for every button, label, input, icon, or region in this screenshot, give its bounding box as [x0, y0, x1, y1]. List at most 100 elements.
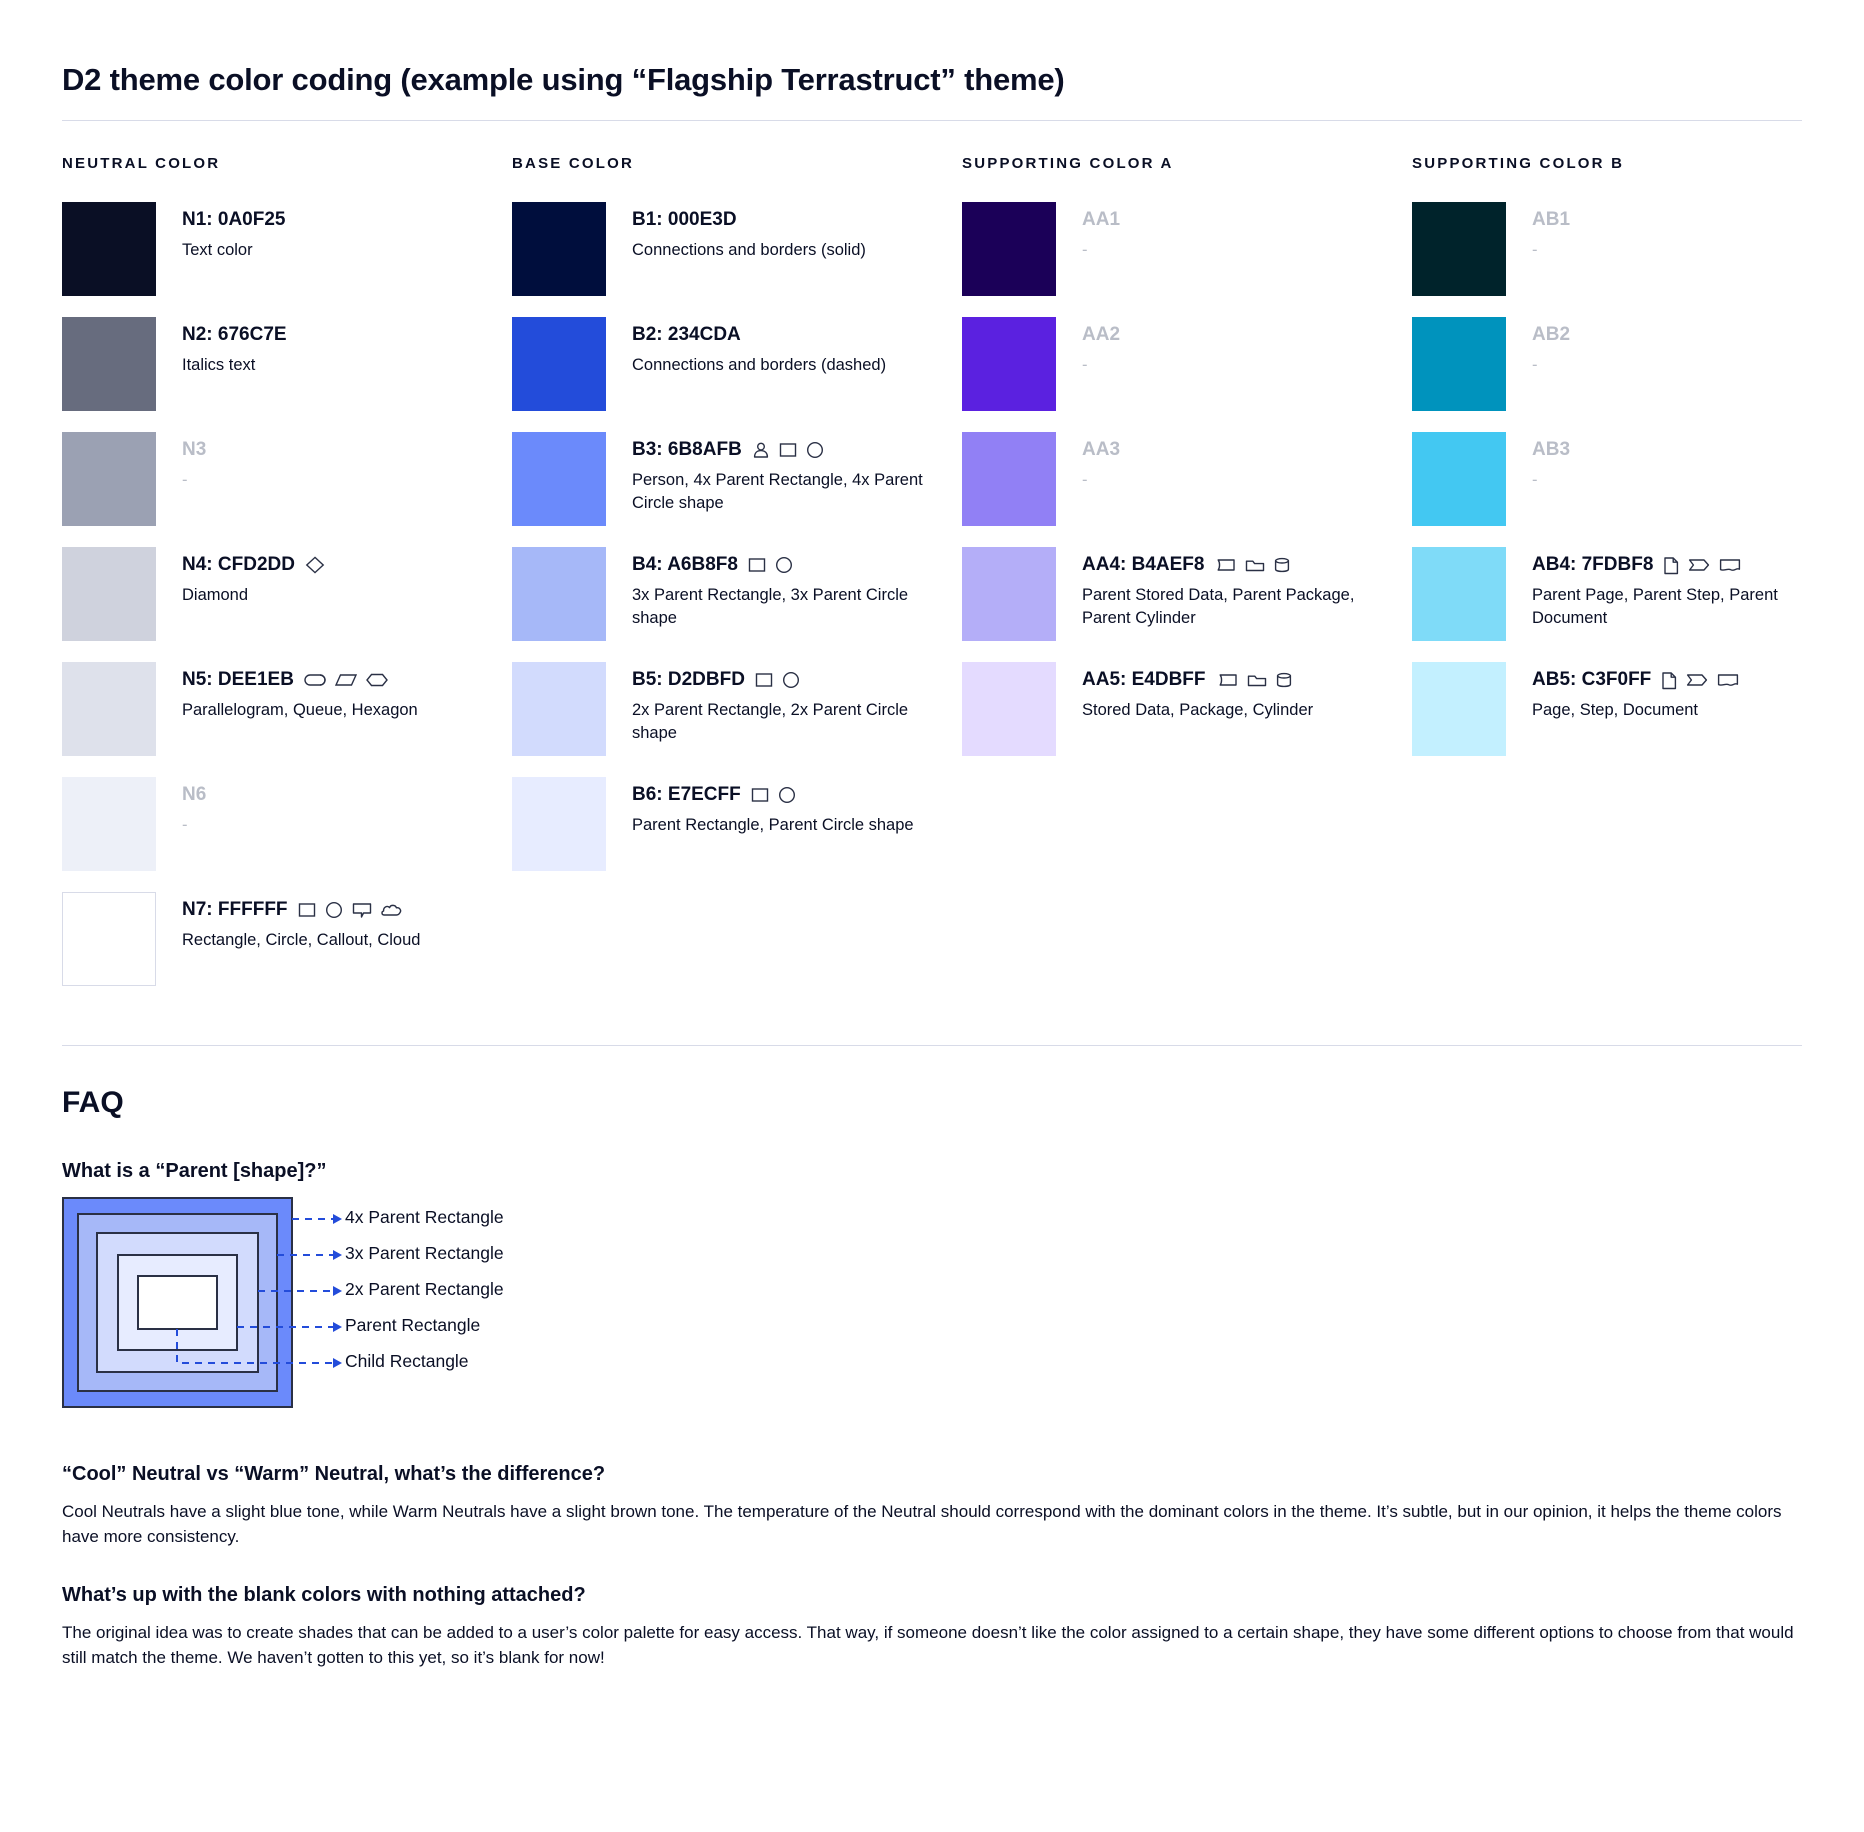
- color-swatch-body: AA3 -: [1082, 432, 1120, 492]
- circle-icon: [781, 670, 801, 690]
- color-swatch-row: B6: E7ECFF Parent Rectangle, Parent Circl…: [512, 777, 962, 877]
- color-swatch-description: -: [1082, 471, 1088, 489]
- color-swatch-title-line: AA1: [1082, 208, 1120, 232]
- color-swatch-chip[interactable]: [1412, 432, 1506, 526]
- shape-icon-group: [1213, 555, 1291, 575]
- rectangle-icon: [747, 555, 767, 575]
- color-swatch-chip[interactable]: [62, 777, 156, 871]
- color-swatch-description: -: [1082, 356, 1088, 374]
- color-swatch-chip[interactable]: [512, 317, 606, 411]
- color-swatch-chip[interactable]: [512, 432, 606, 526]
- color-swatch-label: B6: E7ECFF: [632, 784, 741, 805]
- color-swatch-label: N1: 0A0F25: [182, 209, 286, 230]
- color-swatch-chip[interactable]: [1412, 547, 1506, 641]
- color-swatch-body: AB1 -: [1532, 202, 1570, 262]
- cylinder-icon: [1275, 670, 1293, 690]
- color-swatch-title-line: AA2: [1082, 323, 1120, 347]
- step-icon: [1687, 555, 1711, 575]
- color-swatch-row: B4: A6B8F8 3x Parent Rectangle, 3x Parent…: [512, 547, 962, 647]
- color-swatch-body: AB4: 7FDBF8 Parent Page, Parent Step, Par…: [1532, 547, 1827, 631]
- color-swatch-chip[interactable]: [62, 317, 156, 411]
- color-swatch-row: AB5: C3F0FF Page, Step, Document: [1412, 662, 1862, 762]
- page-icon: [1660, 670, 1678, 691]
- color-swatch-title-line: N7: FFFFFF: [182, 898, 420, 922]
- shape-icon-group: [1660, 670, 1740, 691]
- color-swatch-chip[interactable]: [512, 777, 606, 871]
- color-swatch-chip[interactable]: [62, 892, 156, 986]
- color-swatch-chip[interactable]: [62, 662, 156, 756]
- color-columns: NEUTRAL COLOR N1: 0A0F25 Text color N2: 676…: [62, 155, 1802, 1007]
- color-swatch-title-line: N3: [182, 438, 206, 462]
- color-swatch-label: N4: CFD2DD: [182, 554, 295, 575]
- nested-rectangles-svg: [62, 1197, 342, 1408]
- shape-icon-group: [751, 440, 825, 460]
- color-swatch-chip[interactable]: [962, 662, 1056, 756]
- page-icon: [1662, 555, 1680, 576]
- color-column-heading: NEUTRAL COLOR: [62, 155, 221, 172]
- page-title: D2 theme color coding (example using “Fl…: [62, 62, 1065, 97]
- rectangle-icon: [750, 785, 770, 805]
- color-swatch-description: Parent Stored Data, Parent Package, Pare…: [1082, 586, 1355, 628]
- color-swatch-chip[interactable]: [512, 547, 606, 641]
- color-swatch-chip[interactable]: [62, 547, 156, 641]
- circle-icon: [324, 900, 344, 920]
- color-swatch-row: N5: DEE1EB Parallelogram, Queue, Hexagon: [62, 662, 512, 762]
- shape-icon-group: [304, 555, 326, 575]
- diagram-label-0: 4x Parent Rectangle: [345, 1207, 504, 1227]
- circle-icon: [805, 440, 825, 460]
- color-swatch-title-line: B5: D2DBFD: [632, 668, 927, 692]
- color-swatch-chip[interactable]: [962, 317, 1056, 411]
- diagram-label-2: 2x Parent Rectangle: [345, 1279, 504, 1299]
- color-swatch-label: N6: [182, 784, 207, 805]
- cloud-icon: [380, 900, 404, 920]
- color-swatch-title-line: AB3: [1532, 438, 1570, 462]
- color-swatch-description: Parent Page, Parent Step, Parent Documen…: [1532, 586, 1778, 628]
- color-swatch-label: AA1: [1082, 209, 1121, 230]
- page-root: D2 theme color coding (example using “Fl…: [62, 62, 1802, 1667]
- color-swatch-row: AB3 -: [1412, 432, 1862, 532]
- color-swatch-chip[interactable]: [1412, 662, 1506, 756]
- color-swatch-title-line: AA5: E4DBFF: [1082, 668, 1313, 692]
- color-swatch-description: -: [182, 471, 188, 489]
- color-swatch-title-line: B1: 000E3D: [632, 208, 866, 232]
- faq-question-blank-colors: What’s up with the blank colors with not…: [62, 1583, 586, 1606]
- color-swatch-chip[interactable]: [962, 432, 1056, 526]
- color-swatch-chip[interactable]: [1412, 317, 1506, 411]
- color-swatch-title-line: B2: 234CDA: [632, 323, 886, 347]
- diagram-arrowhead: [333, 1322, 342, 1332]
- package-icon: [1244, 555, 1266, 575]
- color-swatch-row: N3 -: [62, 432, 512, 532]
- diagram-arrowhead: [333, 1250, 342, 1260]
- color-swatch-chip[interactable]: [62, 202, 156, 296]
- color-swatch-body: N6 -: [182, 777, 206, 837]
- color-swatch-title-line: B3: 6B8AFB: [632, 438, 927, 462]
- color-swatch-chip[interactable]: [1412, 202, 1506, 296]
- color-swatch-label: B1: 000E3D: [632, 209, 737, 230]
- shape-icon-group: [754, 670, 801, 690]
- color-swatch-description: -: [1532, 241, 1538, 259]
- package-icon: [1246, 670, 1268, 690]
- color-swatch-row: N7: FFFFFF Rectangle, Circle, Callout, Cl…: [62, 892, 512, 992]
- color-swatch-chip[interactable]: [62, 432, 156, 526]
- color-swatch-chip[interactable]: [962, 202, 1056, 296]
- color-swatch-description: Connections and borders (dashed): [632, 356, 887, 374]
- color-swatch-row: AA2 -: [962, 317, 1412, 417]
- color-swatch-chip[interactable]: [962, 547, 1056, 641]
- color-swatch-label: N2: 676C7E: [182, 324, 287, 345]
- color-swatch-label: AA4: B4AEF8: [1082, 554, 1205, 575]
- color-swatch-chip[interactable]: [512, 662, 606, 756]
- color-swatch-chip[interactable]: [512, 202, 606, 296]
- color-swatch-title-line: AA3: [1082, 438, 1120, 462]
- color-swatch-row: AB4: 7FDBF8 Parent Page, Parent Step, Par…: [1412, 547, 1862, 647]
- color-swatch-title-line: B4: A6B8F8: [632, 553, 927, 577]
- color-column-heading: SUPPORTING COLOR A: [962, 155, 1174, 172]
- stored-data-icon: [1215, 670, 1239, 690]
- color-swatch-body: N7: FFFFFF Rectangle, Circle, Callout, Cl…: [182, 892, 420, 952]
- color-swatch-body: B6: E7ECFF Parent Rectangle, Parent Circl…: [632, 777, 914, 837]
- color-swatch-label: AA3: [1082, 439, 1121, 460]
- faq-divider: [62, 1045, 1802, 1046]
- color-swatch-row: AB1 -: [1412, 202, 1862, 302]
- color-swatch-body: AA1 -: [1082, 202, 1120, 262]
- faq-answer-blank-colors: The original idea was to create shades t…: [62, 1622, 1794, 1667]
- color-swatch-title-line: AA4: B4AEF8: [1082, 553, 1377, 577]
